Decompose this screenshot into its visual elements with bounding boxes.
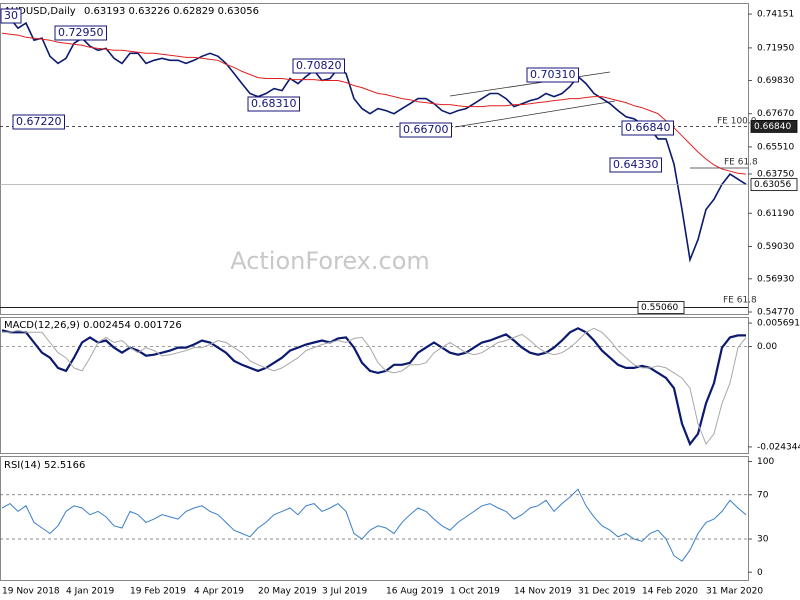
x-tick-label: 16 Aug 2019 — [386, 587, 444, 597]
annotation-box — [609, 157, 662, 173]
x-tick-label: 14 Nov 2019 — [514, 587, 572, 597]
y-tick-label: 0 — [757, 568, 763, 578]
x-tick-label: 20 May 2019 — [258, 587, 317, 597]
annotation-box — [12, 114, 65, 130]
level-box — [750, 120, 798, 133]
y-tick-label: 0.65510 — [757, 142, 794, 152]
annotation-box — [399, 122, 452, 138]
annotation-box — [621, 120, 674, 136]
x-tick-label: 19 Nov 2018 — [2, 587, 60, 597]
y-tick-label: 30 — [757, 535, 769, 545]
level-box — [637, 301, 685, 314]
annotation-box — [526, 67, 579, 83]
y-tick-label: 0.54770 — [757, 308, 794, 318]
level-label: 0.66840 — [754, 122, 791, 132]
y-tick-label: 0.67670 — [757, 109, 794, 119]
annotation: 30 — [4, 9, 18, 22]
annotation-box — [0, 8, 22, 24]
x-tick-label: 4 Apr 2019 — [194, 587, 244, 597]
macd-title: MACD(12,26,9) 0.002454 0.001726 — [4, 320, 182, 331]
x-tick-label: 3 Jul 2019 — [322, 587, 367, 597]
rsi-title: RSI(14) 52.5166 — [4, 460, 85, 471]
annotation: 0.72950 — [58, 26, 104, 39]
y-tick-label: 0.74151 — [757, 10, 794, 20]
series-line — [1, 327, 746, 447]
annotation: 0.70820 — [296, 59, 342, 72]
chart-title: AUDUSD,Daily — [4, 6, 76, 17]
annotation: 0.64330 — [613, 158, 659, 171]
channel-line — [454, 100, 616, 128]
x-tick-label: 4 Jan 2019 — [66, 587, 114, 597]
series-line — [1, 17, 747, 263]
x-tick-label: 19 Feb 2019 — [130, 587, 186, 597]
channel-line — [449, 71, 611, 97]
annotation: FE 100.0 — [717, 117, 757, 127]
annotation: 0.66840 — [625, 121, 671, 134]
x-tick-label: 31 Mar 2020 — [706, 587, 763, 597]
annotation: FE 61.8 — [723, 296, 757, 306]
y-tick-label: 0.59030 — [757, 242, 794, 252]
y-tick-label: 100 — [757, 457, 774, 467]
y-tick-label: 0.71950 — [757, 43, 794, 53]
y-tick-label: 0.00 — [757, 342, 777, 352]
annotation: FE 61.8 — [724, 158, 758, 168]
y-tick-label: 0.63750 — [757, 169, 794, 179]
level-label: 0.63056 — [754, 180, 791, 190]
y-tick-label: -0.024344 — [757, 442, 800, 452]
series-line — [2, 327, 747, 445]
y-tick-label: 0.005691 — [757, 319, 800, 329]
annotation-box — [292, 58, 345, 74]
level-box — [750, 178, 798, 192]
annotation-box — [247, 96, 300, 112]
level-label: 0.55060 — [641, 303, 678, 313]
y-tick-label: 0.61190 — [757, 209, 794, 219]
macd-panel — [0, 317, 749, 454]
chart-subtitle: 0.63193 0.63226 0.62829 0.63056 — [84, 6, 259, 17]
y-tick-label: 0.56930 — [757, 274, 794, 284]
x-tick-label: 1 Oct 2019 — [450, 587, 500, 597]
annotation: 0.66700 — [403, 123, 449, 136]
x-tick-label: 31 Dec 2019 — [578, 587, 636, 597]
price-panel — [0, 3, 749, 315]
series-line — [1, 32, 747, 175]
annotation: 0.68310 — [251, 97, 297, 110]
watermark: ActionForex.com — [230, 247, 430, 275]
x-tick-label: 14 Feb 2020 — [642, 587, 698, 597]
annotation: 0.70310 — [530, 68, 576, 81]
annotation: 0.67220 — [16, 115, 62, 128]
series-line — [1, 488, 747, 562]
y-tick-label: 70 — [757, 490, 769, 500]
rsi-panel — [0, 456, 749, 581]
y-tick-label: 0.69830 — [757, 76, 794, 86]
annotation-box — [54, 25, 107, 41]
